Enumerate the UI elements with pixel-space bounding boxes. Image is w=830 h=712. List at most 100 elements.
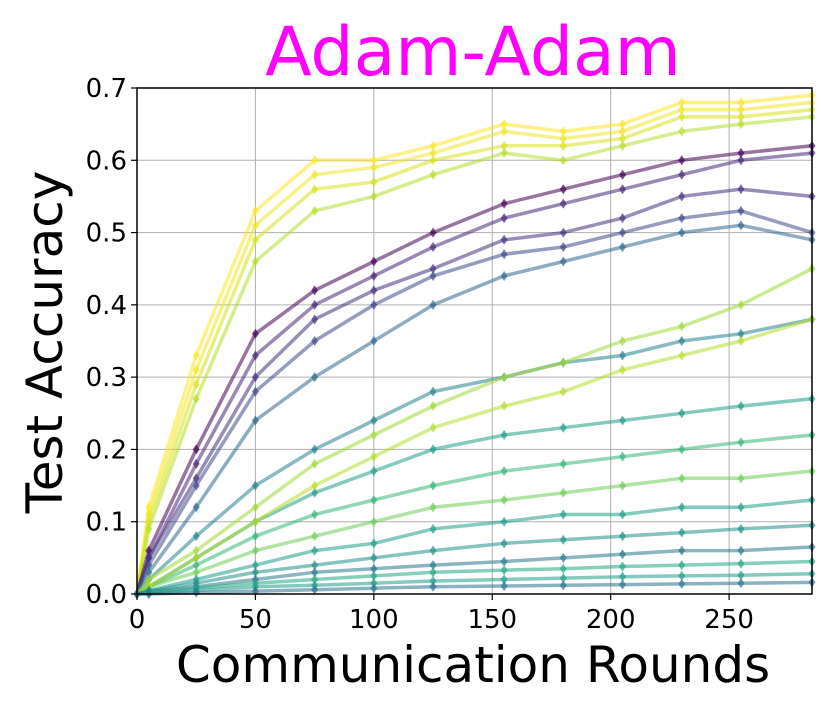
data-point [251, 234, 259, 245]
data-point [678, 155, 686, 166]
data-point [251, 545, 259, 556]
data-point [429, 480, 437, 491]
data-point [619, 364, 627, 375]
data-point [678, 560, 686, 571]
data-point [500, 538, 508, 549]
data-point [429, 140, 437, 151]
data-point [429, 155, 437, 166]
data-point [370, 191, 378, 202]
data-point [678, 350, 686, 361]
ticks: 0 50 100 150 200 250 0.0 0.1 0.2 0.3 0.4 0.5 0.6 0.7 [86, 74, 754, 635]
data-point [737, 184, 745, 195]
y-tick-label: 0.3 [86, 363, 127, 393]
data-point [251, 480, 259, 491]
data-point [678, 321, 686, 332]
data-point [678, 473, 686, 484]
data-point [559, 458, 567, 469]
data-point [559, 573, 567, 584]
x-tick-label: 250 [704, 605, 754, 635]
data-point [192, 502, 200, 513]
data-point [311, 155, 319, 166]
data-point [145, 523, 153, 534]
data-point [251, 220, 259, 231]
data-point [559, 242, 567, 253]
data-point [311, 184, 319, 195]
data-point [500, 574, 508, 585]
data-point [559, 133, 567, 144]
data-point [311, 487, 319, 498]
data-point [559, 552, 567, 563]
data-point [370, 162, 378, 173]
data-point [251, 502, 259, 513]
data-point [251, 256, 259, 267]
data-point [559, 580, 567, 591]
data-point [311, 531, 319, 542]
data-point [500, 126, 508, 137]
data-point [737, 205, 745, 216]
data-point [559, 509, 567, 520]
data-point [251, 567, 259, 578]
data-point [559, 534, 567, 545]
data-point [500, 270, 508, 281]
data-point [737, 111, 745, 122]
data-point [619, 549, 627, 560]
data-point [251, 328, 259, 339]
x-tick-label: 150 [467, 605, 517, 635]
data-point [737, 119, 745, 130]
data-point [737, 148, 745, 159]
data-point [370, 466, 378, 477]
data-point [311, 567, 319, 578]
data-point [737, 328, 745, 339]
data-point [500, 249, 508, 260]
data-point [311, 299, 319, 310]
data-point [251, 516, 259, 527]
data-point [370, 176, 378, 187]
data-point [619, 213, 627, 224]
x-axis-title: Communication Rounds [176, 636, 770, 694]
data-point [737, 545, 745, 556]
data-point [678, 502, 686, 513]
data-point [370, 429, 378, 440]
data-point [192, 393, 200, 404]
data-point [429, 148, 437, 159]
y-tick-label: 0.4 [86, 291, 127, 321]
x-tick-label: 200 [586, 605, 636, 635]
data-point [737, 578, 745, 589]
x-tick-label: 50 [239, 605, 272, 635]
data-point [145, 567, 153, 578]
data-point [619, 415, 627, 426]
data-point [192, 444, 200, 455]
data-point [619, 350, 627, 361]
data-point [429, 502, 437, 513]
series-line [135, 151, 813, 595]
data-point [619, 561, 627, 572]
y-tick-label: 0.1 [86, 508, 127, 538]
data-point [678, 213, 686, 224]
y-tick-label: 0.6 [86, 146, 127, 176]
data-point [311, 444, 319, 455]
data-point [678, 578, 686, 589]
data-point [192, 567, 200, 578]
data-point [500, 140, 508, 151]
data-point [500, 466, 508, 477]
data-point [500, 148, 508, 159]
data-point [737, 155, 745, 166]
data-point [619, 119, 627, 130]
data-point [370, 583, 378, 594]
data-point [559, 140, 567, 151]
data-point [678, 527, 686, 538]
data-point [192, 480, 200, 491]
data-point [619, 571, 627, 582]
data-point [619, 169, 627, 180]
data-point [192, 531, 200, 542]
data-point [500, 516, 508, 527]
data-point [311, 372, 319, 383]
data-point [370, 495, 378, 506]
data-point [370, 552, 378, 563]
series-line [135, 317, 813, 596]
data-point [370, 415, 378, 426]
data-point [500, 556, 508, 567]
data-point [619, 227, 627, 238]
data-point [251, 205, 259, 216]
data-point [429, 560, 437, 571]
